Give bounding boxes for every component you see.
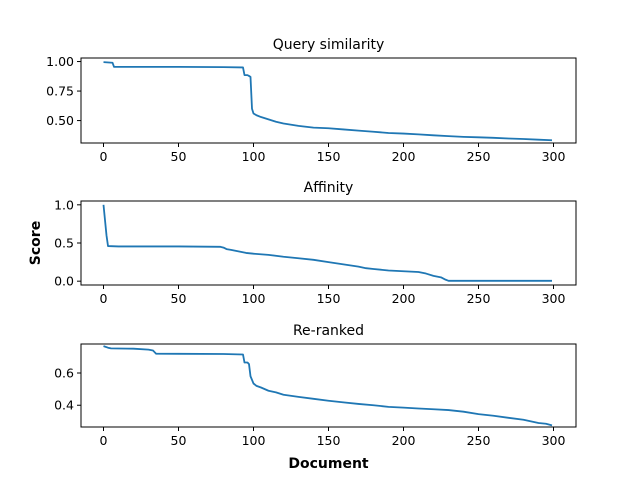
x-tick-label: 50 xyxy=(171,149,187,164)
series-line xyxy=(103,61,553,142)
x-tick-label: 150 xyxy=(317,149,341,164)
x-tick-label: 300 xyxy=(542,291,566,306)
x-tick-label: 300 xyxy=(542,433,566,448)
chart-title: Query similarity xyxy=(273,37,385,53)
x-tick-label: 150 xyxy=(317,433,341,448)
y-axis-label: Score xyxy=(28,221,44,265)
y-tick-label: 0.5 xyxy=(54,236,74,251)
y-tick-label: 0.0 xyxy=(54,274,74,289)
x-tick-label: 250 xyxy=(467,291,491,306)
x-tick-label: 100 xyxy=(242,149,266,164)
x-tick-label: 200 xyxy=(392,291,416,306)
x-tick-label: 200 xyxy=(392,433,416,448)
chart-title: Affinity xyxy=(304,180,354,196)
plot-frame xyxy=(80,343,577,428)
x-tick-label: 250 xyxy=(467,149,491,164)
x-tick-label: 0 xyxy=(100,433,108,448)
plot-frame xyxy=(80,57,577,144)
y-tick-label: 0.6 xyxy=(54,366,74,381)
x-tick-label: 50 xyxy=(171,433,187,448)
x-tick-label: 200 xyxy=(392,149,416,164)
chart-title: Re-ranked xyxy=(293,323,364,339)
chart-panel-affinity: Affinity 0 50 100 150 200 250 300 0.0 0.5 1.0 Score xyxy=(28,180,577,306)
x-tick-label: 50 xyxy=(171,291,187,306)
x-axis-label: Document xyxy=(288,456,369,472)
plot-frame xyxy=(80,200,577,286)
x-tick-label: 0 xyxy=(100,149,108,164)
x-tick-label: 300 xyxy=(542,149,566,164)
chart-panel-re-ranked: Re-ranked 0 50 100 150 200 250 300 0.4 0.6 Documen… xyxy=(54,323,577,472)
y-tick-label: 1.0 xyxy=(54,197,74,212)
y-tick-label: 1.00 xyxy=(46,54,74,69)
y-tick-label: 0.75 xyxy=(46,84,74,99)
y-tick-label: 0.4 xyxy=(54,398,74,413)
x-tick-label: 100 xyxy=(242,291,266,306)
y-tick-label: 0.50 xyxy=(46,113,74,128)
series-line xyxy=(102,204,552,282)
x-tick-label: 150 xyxy=(317,291,341,306)
chart-panel-query-similarity: Query similarity 0 50 100 150 200 250 300 0.50 0.… xyxy=(46,37,577,164)
x-tick-label: 250 xyxy=(467,433,491,448)
x-tick-label: 0 xyxy=(100,291,108,306)
x-tick-label: 100 xyxy=(242,433,266,448)
series-line xyxy=(103,345,553,427)
